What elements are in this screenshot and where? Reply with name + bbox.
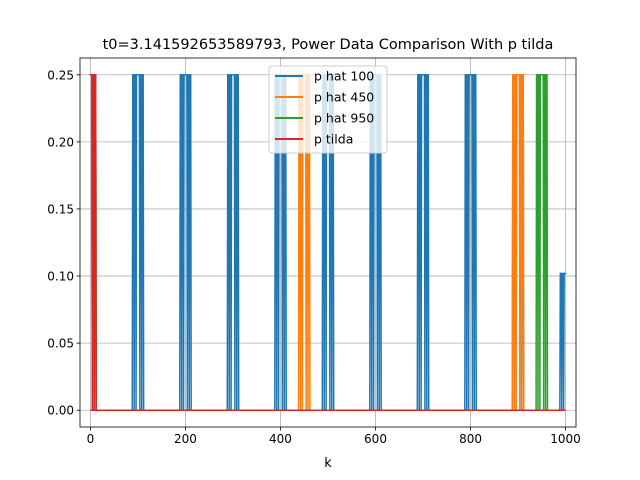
legend: p hat 100 p hat 450 p hat 950 p tilda <box>268 65 388 154</box>
y-tick-label: 0.15 <box>47 202 74 216</box>
peak-point <box>564 272 567 275</box>
x-tick-label: 600 <box>364 432 387 446</box>
peak-point <box>541 74 543 76</box>
x-tick-label: 800 <box>459 432 482 446</box>
legend-label: p hat 950 <box>314 111 374 126</box>
legend-label: p hat 450 <box>314 90 374 105</box>
legend-entry: p hat 950 <box>275 111 374 126</box>
series-line <box>90 74 566 411</box>
legend-label: p hat 100 <box>314 69 374 84</box>
x-axis-ticks: 0 200 400 600 800 1000 <box>87 427 581 446</box>
legend-entry: p hat 100 <box>275 69 374 84</box>
y-axis-ticks: 0.00 0.05 0.10 0.15 0.20 0.25 <box>47 68 80 418</box>
peak-point <box>184 74 187 76</box>
y-tick-label: 0.10 <box>47 270 74 284</box>
y-tick-label: 0.25 <box>47 68 74 82</box>
legend-label: p tilda <box>314 132 353 147</box>
y-tick-label: 0.20 <box>47 135 74 149</box>
peak-point <box>137 74 139 76</box>
plot-frame <box>79 57 577 428</box>
x-tick-label: 0 <box>87 432 95 446</box>
peak-point <box>517 74 519 76</box>
peak-point <box>89 74 92 76</box>
x-tick-label: 200 <box>174 432 197 446</box>
chart-title: t0=3.141592653589793, Power Data Compari… <box>103 37 554 53</box>
legend-items: p hat 100 p hat 450 p hat 950 p tilda <box>275 69 374 147</box>
peak-point <box>469 74 472 76</box>
series-p-tilda <box>89 74 566 411</box>
legend-entry: p hat 450 <box>275 90 374 105</box>
y-tick-label: 0.05 <box>47 337 74 351</box>
y-tick-label: 0.00 <box>47 404 74 418</box>
x-axis-label: k <box>324 456 332 471</box>
x-tick-label: 400 <box>269 432 292 446</box>
peak-point <box>422 74 424 76</box>
series-lines <box>89 74 567 411</box>
legend-entry: p tilda <box>275 132 353 147</box>
x-tick-label: 1000 <box>550 432 581 446</box>
legend-box <box>268 65 388 154</box>
peak-point <box>232 74 234 76</box>
